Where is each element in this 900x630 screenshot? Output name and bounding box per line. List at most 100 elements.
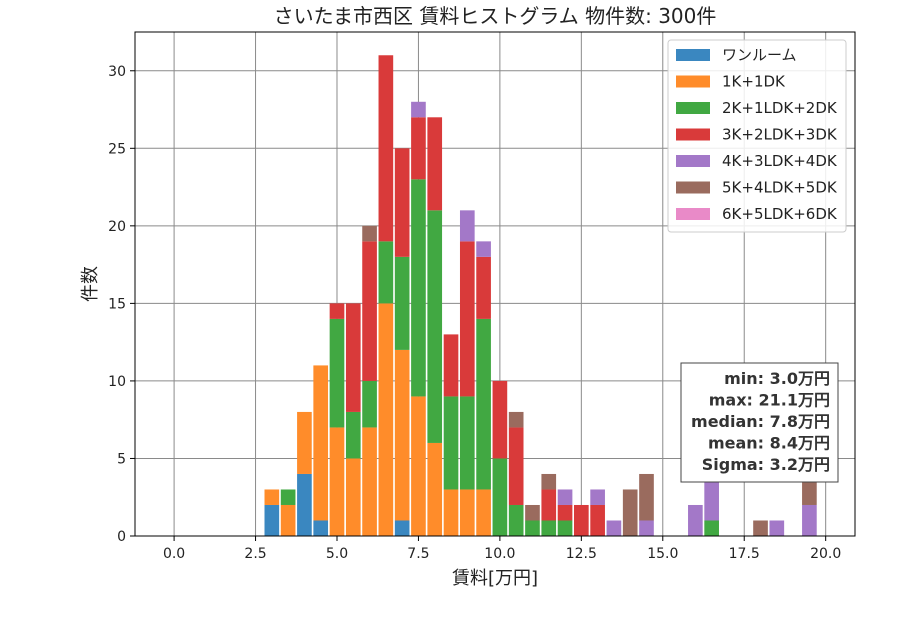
legend-swatch — [676, 128, 710, 141]
bar — [492, 458, 508, 536]
bar — [411, 101, 426, 118]
bar — [557, 520, 573, 536]
bar — [639, 520, 654, 536]
x-tick-label: 17.5 — [729, 546, 760, 562]
legend-label: 2K+1LDK+2DK — [722, 99, 838, 117]
y-tick-label: 5 — [117, 451, 126, 467]
x-tick-label: 12.5 — [566, 546, 597, 562]
bar — [704, 520, 719, 536]
y-tick-label: 30 — [108, 64, 126, 80]
bar — [362, 427, 377, 536]
stats-line: median: 7.8万円 — [691, 412, 830, 431]
bar — [525, 504, 540, 521]
legend-box — [667, 39, 847, 233]
x-tick-label: 5.0 — [326, 546, 348, 562]
bar — [329, 303, 345, 319]
bar — [476, 489, 491, 536]
legend-label: 4K+3LDK+4DK — [722, 152, 838, 170]
legend-swatch — [676, 102, 710, 114]
legend-label: 5K+4LDK+5DK — [722, 179, 838, 197]
bar — [574, 504, 589, 536]
bar — [541, 520, 557, 536]
legend-label: 6K+5LDK+6DK — [722, 205, 838, 223]
bar — [459, 489, 475, 536]
bar — [378, 241, 394, 304]
legend-swatch — [676, 208, 710, 220]
bar — [443, 334, 459, 397]
bar — [411, 396, 426, 536]
bar — [362, 241, 377, 381]
bar — [427, 442, 443, 536]
x-axis-label: 賃料[万円] — [452, 568, 538, 589]
bar — [411, 117, 426, 180]
x-tick-label: 20.0 — [810, 546, 841, 562]
y-tick-label: 10 — [108, 374, 126, 390]
bars — [264, 55, 817, 536]
bar — [541, 473, 557, 490]
bar — [394, 349, 410, 521]
bar — [280, 489, 296, 505]
bar — [411, 179, 426, 397]
x-tick-label: 15.0 — [647, 546, 678, 562]
legend-swatch — [676, 181, 710, 194]
y-tick-label: 25 — [108, 141, 126, 157]
bar — [476, 241, 491, 257]
bar — [280, 504, 296, 536]
legend: ワンルーム 1K+1DK 2K+1LDK+2DK 3K+2LDK+3DK 4K+3LDK… — [667, 39, 847, 233]
legend-label: ワンルーム — [722, 46, 797, 64]
bar — [427, 210, 443, 443]
bar — [541, 489, 557, 521]
legend-label: 3K+2LDK+3DK — [722, 126, 838, 144]
bar — [264, 504, 280, 536]
bar — [492, 380, 508, 459]
legend-swatch — [676, 155, 710, 167]
bar — [394, 256, 410, 350]
bar — [459, 210, 475, 242]
legend-label: 1K+1DK — [722, 73, 786, 91]
bar — [362, 225, 377, 242]
bar — [329, 427, 345, 536]
bar — [639, 473, 654, 521]
bar — [345, 303, 361, 412]
bar — [443, 396, 459, 490]
bar — [394, 520, 410, 536]
stats-line: mean: 8.4万円 — [708, 434, 830, 453]
bar — [753, 520, 768, 536]
bar — [508, 411, 524, 428]
legend-swatch — [676, 49, 710, 61]
bar — [345, 458, 361, 536]
bar — [378, 303, 394, 536]
bar — [476, 318, 491, 490]
bar — [590, 504, 605, 536]
bar — [378, 55, 394, 242]
x-axis-ticks: 0.0 2.5 5.0 7.5 10.0 12.5 15.0 17.5 20.0 — [163, 536, 841, 562]
bar — [459, 241, 475, 397]
bar — [394, 148, 410, 257]
y-tick-label: 0 — [117, 529, 126, 545]
bar — [622, 489, 638, 536]
y-tick-label: 15 — [108, 296, 126, 312]
x-tick-label: 10.0 — [484, 546, 515, 562]
bar — [264, 489, 280, 505]
stats-line: min: 3.0万円 — [724, 369, 830, 388]
bar — [557, 489, 573, 505]
x-tick-label: 0.0 — [163, 546, 185, 562]
bar — [459, 396, 475, 490]
bar — [508, 427, 524, 505]
bar — [508, 504, 524, 536]
stats-box: min: 3.0万円 max: 21.1万円 median: 7.8万円 mean: … — [680, 362, 839, 483]
bar — [590, 489, 605, 505]
bar — [329, 318, 345, 428]
bar — [297, 473, 312, 536]
bar — [362, 380, 377, 428]
bar — [297, 411, 312, 474]
bar — [525, 520, 540, 536]
bar — [345, 411, 361, 459]
bar — [688, 504, 703, 536]
y-tick-label: 20 — [108, 219, 126, 235]
stats-line: Sigma: 3.2万円 — [702, 455, 830, 474]
bar — [427, 117, 443, 211]
bar — [769, 520, 785, 536]
x-tick-label: 7.5 — [407, 546, 429, 562]
